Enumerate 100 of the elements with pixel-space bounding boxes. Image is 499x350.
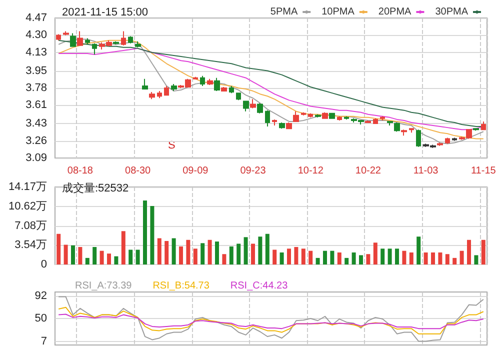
candlestick <box>308 112 313 118</box>
candlestick <box>229 85 234 94</box>
bar <box>424 252 428 264</box>
bar <box>186 240 190 264</box>
bar <box>179 246 183 264</box>
candlestick <box>135 40 141 48</box>
bar <box>229 246 234 264</box>
candlestick <box>193 76 198 80</box>
bar <box>460 250 464 264</box>
legend-label: 30PMA <box>435 6 468 18</box>
bar <box>431 252 435 264</box>
bar <box>121 231 126 264</box>
candlestick <box>164 85 169 96</box>
candlestick <box>387 120 393 126</box>
y-tick-label: 14.17万 <box>8 181 47 193</box>
bar <box>330 250 334 264</box>
bar <box>409 252 414 264</box>
x-tick-label: 11-03 <box>413 166 439 176</box>
candlestick <box>243 100 249 112</box>
y-tick-label: 4.47 <box>26 12 47 24</box>
candlestick <box>394 122 400 132</box>
candlestick <box>279 122 285 130</box>
y-tick-label: 7 <box>40 335 47 348</box>
bar <box>128 250 133 264</box>
candlestick <box>286 122 292 130</box>
series-label: RSI_A:73.39 <box>75 280 132 292</box>
candlestick <box>142 78 148 90</box>
y-tick-label: 0 <box>40 258 47 270</box>
bar <box>352 252 356 264</box>
line-series <box>58 296 484 342</box>
bar <box>85 258 90 264</box>
bar <box>244 237 248 264</box>
bar <box>287 248 291 264</box>
text: RSI_B:54.73 <box>152 280 210 292</box>
bar <box>438 252 442 264</box>
x-tick-label: 09-23 <box>240 166 266 176</box>
y-tick-label: 10.62万 <box>8 200 47 212</box>
y-tick-label: 4.30 <box>26 29 47 42</box>
x-tick-label: 08-18 <box>67 166 94 176</box>
candlestick <box>149 92 155 100</box>
candlestick <box>257 102 263 114</box>
chart-title: 成交量:52532 <box>62 182 129 194</box>
x-tick-label: 10-22 <box>355 166 382 176</box>
y-tick-label: 3.09 <box>26 152 47 164</box>
candlestick <box>200 75 205 86</box>
bar <box>395 248 399 264</box>
candlestick <box>452 137 457 142</box>
bar <box>193 248 198 264</box>
bar <box>294 247 298 264</box>
line-series <box>58 314 484 330</box>
candlestick <box>56 34 61 41</box>
bar <box>308 250 313 264</box>
candlestick <box>380 116 385 121</box>
candlestick <box>221 86 227 92</box>
bar <box>323 250 327 264</box>
line-series <box>58 306 484 334</box>
y-tick-label: 50 <box>34 312 47 324</box>
y-tick-label: 3.95 <box>26 64 47 77</box>
x-tick-label: 11-15 <box>470 166 496 176</box>
candlestick <box>473 128 479 132</box>
bar <box>445 254 450 264</box>
y-tick-label: 4.13 <box>26 46 47 58</box>
candlestick <box>207 78 213 86</box>
bar <box>114 256 118 264</box>
bar <box>344 258 349 264</box>
x-tick-label: 09-09 <box>182 166 209 176</box>
bar <box>71 245 75 264</box>
y-tick-label: 92 <box>34 290 47 302</box>
bar <box>380 248 385 264</box>
chart-title: 2021-11-15 15:00 <box>62 6 148 18</box>
bar <box>251 244 255 264</box>
bar <box>150 206 154 264</box>
bar <box>236 244 241 264</box>
candlestick <box>373 118 378 124</box>
candlestick <box>365 120 371 123</box>
y-tick-label: 3.61 <box>26 99 47 112</box>
candlestick <box>157 90 162 99</box>
candlestick <box>171 83 177 92</box>
bar <box>164 240 169 264</box>
candlestick <box>214 77 220 92</box>
bar <box>265 234 270 264</box>
candlestick <box>315 114 321 118</box>
candlestick <box>128 36 133 44</box>
bar <box>316 258 320 264</box>
candlestick <box>85 38 90 45</box>
bar <box>373 242 378 264</box>
candlestick <box>70 32 76 47</box>
candlestick <box>121 30 126 46</box>
bar <box>215 242 219 264</box>
candlestick <box>401 129 407 136</box>
candlestick <box>272 118 277 126</box>
bar <box>337 252 342 264</box>
y-tick-label: 7.08万 <box>14 220 47 232</box>
candlestick <box>293 110 299 122</box>
bar <box>200 243 205 264</box>
y-tick-label: 3.78 <box>26 82 47 94</box>
candlestick <box>301 112 306 116</box>
x-tick-label: 10-12 <box>298 166 324 176</box>
legend-label: 20PMA <box>378 6 412 18</box>
bar <box>78 247 82 264</box>
